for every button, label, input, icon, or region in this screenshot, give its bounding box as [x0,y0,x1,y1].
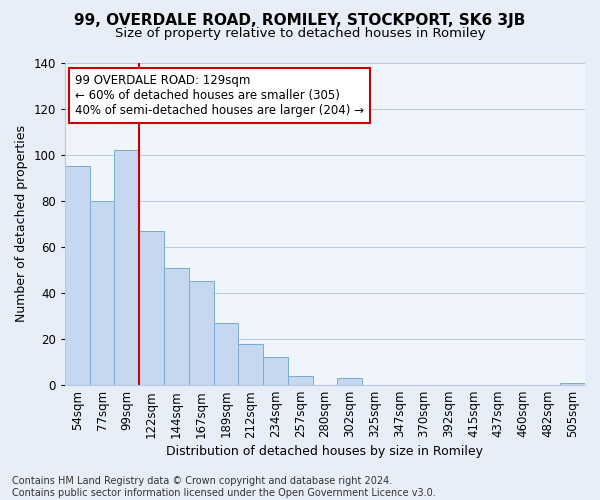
Bar [288,376,313,385]
Bar [164,268,189,385]
X-axis label: Distribution of detached houses by size in Romiley: Distribution of detached houses by size … [166,444,484,458]
Bar [560,383,585,385]
Bar [139,230,164,385]
Text: 99 OVERDALE ROAD: 129sqm
← 60% of detached houses are smaller (305)
40% of semi-: 99 OVERDALE ROAD: 129sqm ← 60% of detach… [76,74,364,117]
Bar [238,344,263,385]
Bar [65,166,90,385]
Y-axis label: Number of detached properties: Number of detached properties [15,126,28,322]
Text: Contains HM Land Registry data © Crown copyright and database right 2024.
Contai: Contains HM Land Registry data © Crown c… [12,476,436,498]
Bar [90,200,115,385]
Bar [337,378,362,385]
Bar [214,323,238,385]
Bar [263,358,288,385]
Bar [189,282,214,385]
Text: 99, OVERDALE ROAD, ROMILEY, STOCKPORT, SK6 3JB: 99, OVERDALE ROAD, ROMILEY, STOCKPORT, S… [74,12,526,28]
Text: Size of property relative to detached houses in Romiley: Size of property relative to detached ho… [115,28,485,40]
Bar [115,150,139,385]
